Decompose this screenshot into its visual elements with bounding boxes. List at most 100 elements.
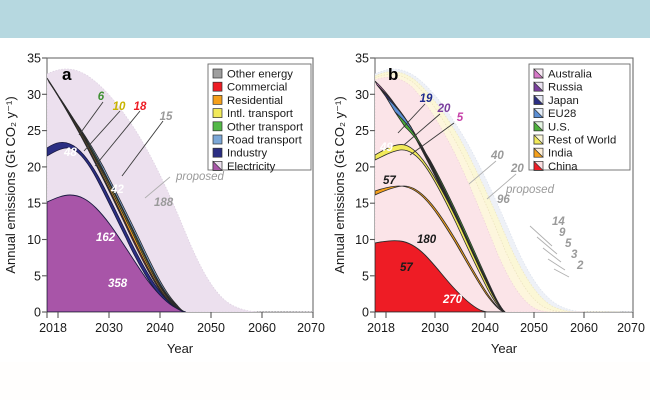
- annotation-electricity: 358: [108, 278, 128, 290]
- annotation-rest-of-world: 180: [417, 234, 437, 246]
- legend-label-japan: Japan: [548, 95, 579, 107]
- annotation-japan: 19: [420, 93, 433, 105]
- top-decorative-band: [0, 0, 650, 38]
- annotation-other-transport: 6: [98, 91, 105, 103]
- figure-container: Annual emissions (Gt CO₂ y⁻¹) 35 30 25 2…: [0, 38, 650, 362]
- bottom-decorative-band: [0, 362, 650, 400]
- panel-b-xtick-marks: [374, 312, 634, 318]
- ytick: 35: [27, 52, 41, 66]
- xtick: 2030: [421, 321, 449, 335]
- xtick: 2040: [471, 321, 499, 335]
- legend-swatch-australia: [533, 68, 544, 79]
- xtick: 2018: [367, 321, 395, 335]
- xtick: 2060: [248, 321, 276, 335]
- panel-b-svg: Annual emissions (Gt CO₂ y⁻¹) 35 30 25 2…: [332, 52, 645, 357]
- annotation-proposed-3: 3: [571, 249, 578, 261]
- panel-b-leaders: [397, 103, 570, 278]
- proposed-label-a: proposed: [175, 171, 225, 183]
- xtick: 2050: [197, 321, 225, 335]
- annotation-proposed-9: 9: [559, 227, 566, 239]
- legend-swatch-other-energy: [212, 68, 223, 79]
- legend-swatch-residential: [212, 95, 223, 105]
- panel-b-letter: b: [388, 65, 398, 84]
- panel-b-legend: Australia Russia Japan EU28: [528, 63, 631, 173]
- legend-label-industry: Industry: [227, 148, 268, 160]
- annotation-proposed-5: 5: [565, 238, 572, 250]
- panel-a-legend-box: [207, 63, 312, 171]
- area-proposed-china-b: [375, 76, 584, 312]
- annotation-commercial: 18: [134, 101, 147, 113]
- legend-label-russia: Russia: [548, 82, 583, 94]
- legend-swatch-commercial: [212, 81, 223, 92]
- panel-a-ylabel: Annual emissions (Gt CO₂ y⁻¹): [3, 96, 18, 273]
- xtick: 2040: [146, 321, 174, 335]
- legend-label-intl-transport: Intl. transport: [227, 108, 294, 120]
- annotation-eu28: 49: [379, 142, 393, 154]
- legend-swatch-rest-of-world: [533, 134, 544, 145]
- legend-label-india: India: [548, 148, 573, 160]
- legend-label-electricity: Electricity: [227, 161, 276, 173]
- annotation-road-transport: 48: [63, 147, 77, 159]
- legend-label-road-transport: Road transport: [227, 135, 303, 147]
- panel-b-yticks: 35 30 25 20 15 10 5 0: [355, 52, 369, 320]
- legend-swatch-japan: [533, 94, 544, 105]
- xtick: 2050: [520, 321, 548, 335]
- ytick: 20: [355, 160, 369, 174]
- panel-a-xlabel: Year: [167, 341, 194, 356]
- xtick: 2070: [617, 321, 645, 335]
- annotation-other-energy: 15: [160, 111, 173, 123]
- proposed-label-b: proposed: [505, 184, 555, 196]
- annotation-china: 270: [442, 294, 463, 306]
- panel-a-yticks: 35 30 25 20 15 10 5 0: [27, 52, 41, 320]
- annotation-proposed-14: 14: [552, 216, 565, 228]
- legend-label-residential: Residential: [227, 95, 283, 107]
- xtick: 2030: [95, 321, 123, 335]
- legend-label-other-energy: Other energy: [227, 69, 293, 81]
- ytick: 0: [34, 306, 41, 320]
- legend-label-australia: Australia: [548, 69, 593, 81]
- ytick: 25: [27, 124, 41, 138]
- panel-b-ytick-marks: [370, 57, 375, 313]
- area-china: [375, 240, 505, 312]
- ytick: 35: [355, 52, 369, 66]
- panel-a-legend: Other energy Commercial Residential Intl…: [207, 63, 312, 173]
- ytick: 15: [27, 197, 41, 211]
- annotation-proposed-value: 188: [154, 197, 174, 209]
- xtick: 2060: [570, 321, 598, 335]
- annotation-us: 57: [383, 175, 396, 187]
- annotation-proposed-20: 20: [510, 163, 524, 175]
- panel-a-xticks: 2018 2030 2040 2050 2060 2070: [39, 321, 325, 335]
- annotation-industry: 162: [96, 232, 116, 244]
- annotation-proposed-2: 2: [576, 260, 584, 272]
- legend-swatch-road-transport: [212, 134, 223, 145]
- legend-label-commercial: Commercial: [227, 82, 287, 94]
- ytick: 15: [355, 197, 369, 211]
- annotation-australia: 5: [457, 112, 464, 124]
- legend-label-other-transport: Other transport: [227, 121, 304, 133]
- panel-a-letter: a: [62, 65, 72, 84]
- legend-label-us: U.S.: [548, 121, 570, 133]
- legend-swatch-intl-transport: [212, 108, 223, 118]
- annotation-residential: 42: [110, 184, 124, 196]
- ytick: 10: [355, 233, 369, 247]
- panel-b-legend-box: [528, 63, 631, 171]
- annotation-proposed-40: 40: [490, 150, 504, 162]
- annotation-india: 57: [400, 262, 413, 274]
- annotation-intl-transport: 10: [113, 101, 126, 113]
- xtick: 2070: [297, 321, 325, 335]
- ytick: 25: [355, 124, 369, 138]
- annotation-proposed-96: 96: [497, 194, 510, 206]
- legend-swatch-eu28: [533, 107, 544, 118]
- panel-a-leaders: [78, 101, 171, 199]
- panel-a-areas: [47, 68, 313, 312]
- panel-b: Annual emissions (Gt CO₂ y⁻¹) 35 30 25 2…: [330, 38, 650, 362]
- ytick: 10: [27, 233, 41, 247]
- panel-a-ytick-marks: [42, 57, 47, 313]
- ytick: 5: [34, 269, 41, 283]
- legend-swatch-industry: [212, 147, 223, 158]
- ytick: 5: [362, 269, 369, 283]
- legend-label-eu28: EU28: [548, 108, 576, 120]
- annotation-russia: 20: [437, 103, 451, 115]
- xtick: 2018: [39, 321, 67, 335]
- ytick: 0: [362, 306, 369, 320]
